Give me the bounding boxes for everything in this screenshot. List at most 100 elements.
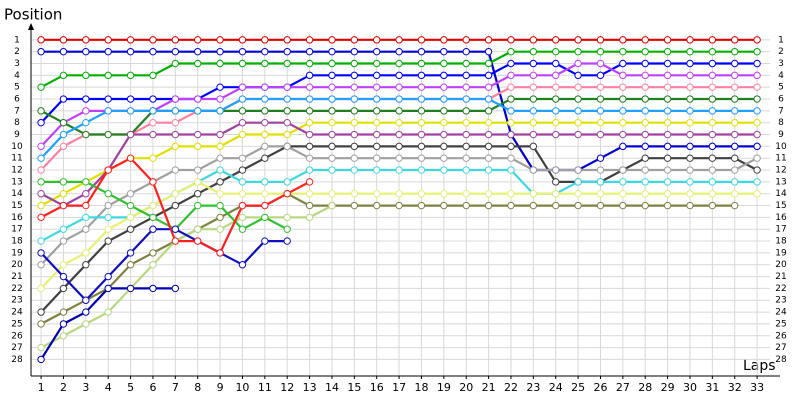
lap-point [350, 107, 359, 115]
lap-point [37, 249, 45, 257]
lap-point [216, 130, 224, 139]
lap-point [305, 47, 314, 56]
lap-point [216, 107, 224, 115]
y-tick-label: 21 [11, 272, 22, 282]
lap-point [328, 166, 336, 174]
lap-point [663, 201, 672, 210]
lap-point [529, 166, 538, 174]
lap-point [238, 107, 247, 115]
lap-point [641, 83, 649, 91]
lap-point [126, 261, 135, 269]
lap-point [462, 36, 470, 44]
lap-point [238, 213, 247, 222]
lap-point [574, 71, 582, 80]
y-tick-label-right: 2 [778, 47, 784, 57]
x-tick-label: 4 [105, 381, 112, 394]
lap-point [753, 178, 761, 186]
lap-point [59, 272, 68, 281]
lap-point [126, 201, 135, 210]
lap-point [350, 95, 359, 103]
lap-point [37, 154, 45, 162]
lap-point [529, 130, 538, 139]
lap-point [261, 95, 269, 103]
lap-point [283, 213, 291, 222]
lap-point [619, 142, 627, 151]
lap-point [37, 36, 45, 44]
lap-point [462, 201, 470, 210]
lap-point [194, 225, 202, 233]
lap-point [238, 166, 247, 174]
lap-point [216, 47, 224, 56]
lap-point [596, 59, 605, 68]
lap-point [104, 201, 112, 210]
lap-point [238, 190, 247, 198]
lap-point [552, 201, 560, 210]
lap-point [395, 190, 403, 198]
lap-point [59, 118, 68, 127]
lap-point [507, 201, 515, 210]
lap-point [440, 47, 448, 56]
lap-point [261, 201, 269, 210]
lap-point [686, 178, 694, 186]
lap-point [663, 47, 672, 56]
lap-point [484, 71, 493, 80]
lap-point [552, 36, 560, 44]
lap-point [373, 107, 381, 115]
lap-point [529, 190, 538, 198]
lap-point [507, 36, 515, 44]
x-tick-label: 3 [82, 381, 89, 394]
lap-point [373, 36, 381, 44]
driver-line [41, 180, 288, 231]
lap-point [283, 95, 291, 103]
lap-point [171, 47, 180, 56]
y-tick-label: 9 [14, 130, 20, 140]
lap-point [484, 118, 493, 127]
lap-point [753, 83, 761, 91]
lap-point [529, 142, 538, 151]
lap-point [373, 59, 381, 68]
lap-point [708, 154, 717, 162]
lap-point [238, 225, 247, 233]
lap-point [417, 95, 426, 103]
lap-point [440, 166, 448, 174]
lap-point [59, 201, 68, 210]
lap-point [596, 201, 605, 210]
lap-point [753, 154, 761, 162]
lap-point [552, 71, 560, 80]
lap-point [417, 107, 426, 115]
lap-point [305, 201, 314, 210]
lap-point [507, 59, 515, 68]
lap-point [708, 59, 717, 68]
x-tick-label: 10 [235, 381, 249, 394]
lap-point [484, 107, 493, 115]
lap-point [37, 308, 45, 316]
lap-point [350, 36, 359, 44]
x-tick-label: 18 [414, 381, 428, 394]
lap-point [104, 107, 112, 115]
lap-point [663, 95, 672, 103]
lap-point [350, 190, 359, 198]
lap-point [417, 47, 426, 56]
lap-point [708, 166, 717, 174]
y-tick-label-right: 3 [778, 59, 784, 69]
lap-point [194, 237, 202, 245]
lap-point [149, 201, 157, 210]
lap-point [350, 142, 359, 151]
lap-point [216, 59, 224, 68]
y-tick-label: 1 [14, 35, 20, 45]
lap-point [529, 201, 538, 210]
y-tick-label-right: 16 [775, 213, 787, 223]
x-tick-label: 9 [217, 381, 224, 394]
lap-point [350, 201, 359, 210]
y-tick-label: 24 [11, 308, 23, 318]
lap-point [484, 130, 493, 139]
y-tick-label-right: 7 [778, 106, 784, 116]
x-tick-label: 15 [347, 381, 361, 394]
y-tick-label-right: 17 [775, 225, 786, 235]
lap-point [59, 95, 68, 103]
lap-point [194, 190, 202, 198]
lap-point [37, 343, 45, 352]
lap-point [328, 59, 336, 68]
lap-point [373, 201, 381, 210]
lap-point [440, 142, 448, 151]
